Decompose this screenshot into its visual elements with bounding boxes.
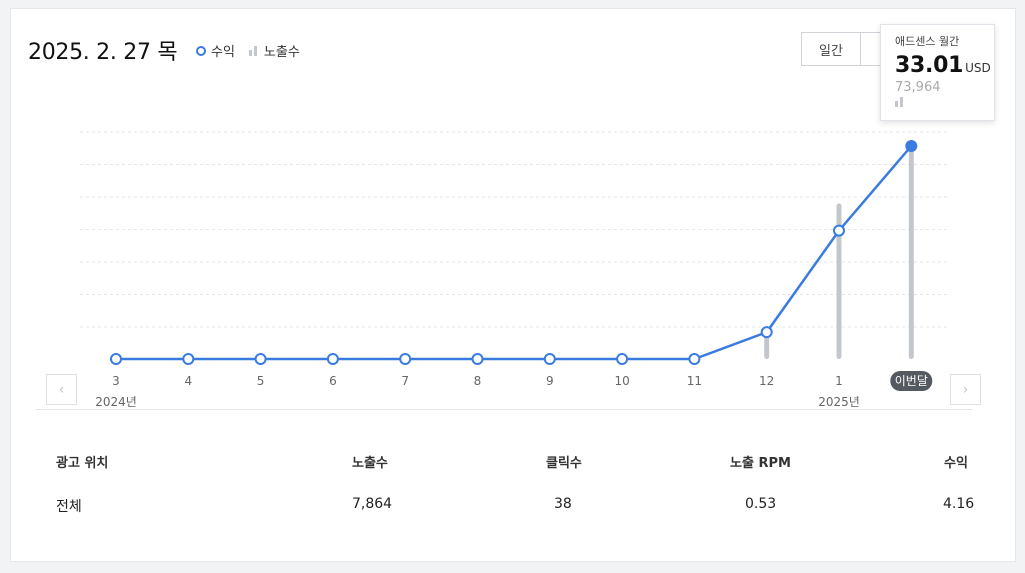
x-tick-label: 5 xyxy=(257,374,265,388)
tooltip-revenue-value: 33.01 xyxy=(895,53,964,78)
tab-daily[interactable]: 일간 xyxy=(801,32,861,66)
revenue-point xyxy=(833,224,845,237)
chart-next-button[interactable]: › xyxy=(950,374,981,405)
x-tick-label: 11 xyxy=(687,374,702,388)
revenue-point xyxy=(688,353,701,365)
x-tick-label: 12 xyxy=(759,374,774,388)
tooltip-revenue-unit: USD xyxy=(965,61,991,75)
x-tick-label: 9 xyxy=(546,374,554,388)
revenue-chart: 3 4 5 6 7 8 9 10 11 12 1 이번달 2024년 2025년 xyxy=(80,131,948,409)
header-impressions: 노출수 xyxy=(352,456,388,471)
cell-impressions: 7,864 xyxy=(352,496,393,512)
revenue-points xyxy=(110,140,918,365)
revenue-point xyxy=(254,353,267,365)
x-tick-label: 10 xyxy=(614,374,629,388)
revenue-point xyxy=(760,326,773,339)
revenue-point xyxy=(110,353,122,365)
revenue-line xyxy=(116,145,913,361)
cell-clicks: 38 xyxy=(554,496,572,512)
impression-bar xyxy=(764,336,770,359)
x-tick-label: 8 xyxy=(474,374,482,388)
x-tick-label: 7 xyxy=(401,374,409,388)
revenue-series-line xyxy=(116,145,913,361)
legend-item-revenue[interactable]: 수익 xyxy=(196,41,235,60)
impression-bars xyxy=(764,146,914,359)
x-tick-label: 3 xyxy=(112,374,120,388)
chart-legend: 수익 노출수 xyxy=(196,41,314,60)
tooltip-title: 애드센스 월간 xyxy=(895,35,960,48)
x-year-label: 2025년 xyxy=(818,395,860,409)
header-clicks: 클릭수 xyxy=(546,456,582,471)
legend-item-impressions[interactable]: 노출수 xyxy=(248,41,300,60)
bar-chart-icon xyxy=(248,45,259,56)
impression-bar xyxy=(908,146,914,359)
header-revenue: 수익 xyxy=(944,456,968,471)
stats-table: 광고 위치 노출수 클릭수 노출 RPM 수익 전체 7,864 38 0.53… xyxy=(36,440,975,528)
chevron-right-icon: › xyxy=(962,381,969,398)
revenue-point xyxy=(182,353,195,365)
cell-revenue: 4.16 xyxy=(943,496,975,512)
chart-prev-button[interactable]: ‹ xyxy=(46,374,77,405)
table-row: 전체 7,864 38 0.53 4.16 xyxy=(36,484,975,528)
chart-tooltip: 애드센스 월간 33.01 USD 73,964 xyxy=(880,24,995,121)
legend-label-impressions: 노출수 xyxy=(263,45,300,60)
current-month-badge xyxy=(890,371,933,391)
revenue-point xyxy=(326,353,339,365)
revenue-point xyxy=(616,353,629,365)
chart-grid xyxy=(80,131,948,328)
header-ad-position: 광고 위치 xyxy=(56,456,109,471)
revenue-card xyxy=(10,8,1016,562)
x-tick-label: 4 xyxy=(184,374,192,388)
x-tick-label: 이번달 xyxy=(895,374,928,388)
cell-ad-position: 전체 xyxy=(56,499,82,515)
chevron-left-icon: ‹ xyxy=(58,381,65,398)
bar-chart-icon xyxy=(895,97,994,107)
x-axis-labels: 3 4 5 6 7 8 9 10 11 12 1 이번달 2024년 2025년 xyxy=(95,371,933,409)
circle-icon xyxy=(196,45,206,56)
revenue-point xyxy=(905,140,918,152)
tooltip-impressions-value: 73,964 xyxy=(895,80,941,95)
legend-label-revenue: 수익 xyxy=(211,45,235,60)
revenue-point xyxy=(543,353,556,365)
revenue-point xyxy=(471,353,484,365)
cell-rpm: 0.53 xyxy=(745,496,777,512)
header-rpm: 노출 RPM xyxy=(730,456,791,471)
x-tick-label: 1 xyxy=(835,374,843,388)
table-header-row: 광고 위치 노출수 클릭수 노출 RPM 수익 xyxy=(36,440,972,484)
x-year-label: 2024년 xyxy=(95,395,137,409)
revenue-point xyxy=(399,353,412,365)
page-title: 2025. 2. 27 목 xyxy=(28,40,178,65)
x-tick-label: 6 xyxy=(329,374,337,388)
impression-bar xyxy=(836,203,842,359)
divider xyxy=(36,409,972,410)
